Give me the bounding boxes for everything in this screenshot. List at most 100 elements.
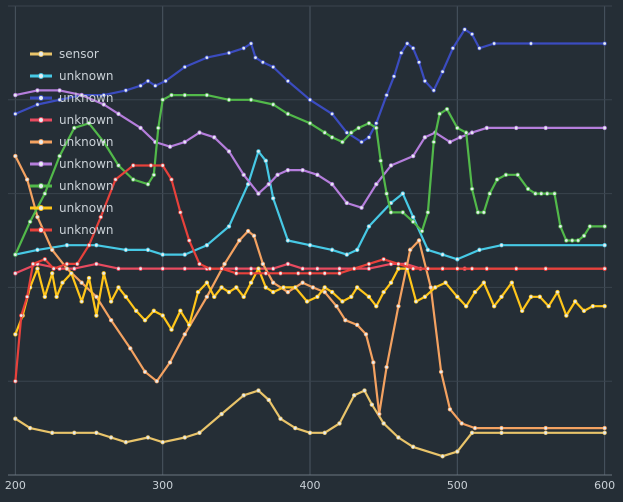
data-point [543,430,548,435]
data-point [558,224,563,229]
legend[interactable]: sensor unknown unknown unknown unknown unknow… [30,47,114,237]
data-point [13,332,18,337]
data-point [49,271,55,276]
data-point [300,266,305,271]
data-point [455,125,460,131]
data-point [248,271,254,276]
legend-label: unknown [59,201,114,215]
data-point [266,182,271,187]
data-point [35,247,40,253]
data-point [431,88,436,93]
data-point [226,149,232,154]
legend-marker [38,139,44,145]
data-point [400,210,406,215]
data-point [108,318,114,323]
data-point [57,153,62,159]
data-point [491,303,497,309]
data-point [366,294,372,299]
data-point [57,97,62,102]
data-point [226,224,232,229]
data-point [270,196,276,201]
data-point [160,313,165,318]
data-point [440,252,445,257]
data-point [13,271,18,276]
data-point [469,430,475,435]
data-point [371,360,376,365]
data-point [49,430,55,435]
data-point [310,285,316,290]
data-point [169,177,174,182]
data-point [219,411,224,417]
data-point [72,266,77,271]
data-point [384,191,389,196]
data-point [307,271,313,276]
data-point [281,285,286,290]
legend-item[interactable]: unknown [30,113,114,127]
legend-marker [38,205,44,211]
data-point [101,102,106,107]
data-point [13,153,18,159]
data-point [13,111,18,117]
data-point [182,332,187,337]
data-point [108,435,114,440]
data-point [410,444,416,450]
data-point [94,261,99,267]
legend-item[interactable]: unknown [30,223,114,237]
legend-item[interactable]: unknown [30,201,114,215]
data-point [472,425,478,431]
data-point [285,167,291,173]
data-point [145,78,151,84]
data-point [366,266,372,271]
data-point [469,266,475,271]
data-point [307,242,313,248]
data-point [315,294,320,299]
data-point [422,135,428,140]
data-point [499,294,504,299]
data-point [204,92,210,98]
data-point [533,191,538,196]
data-point [463,130,469,135]
data-point [322,289,327,295]
data-point [487,191,492,196]
data-point [519,308,525,314]
data-point [344,130,350,135]
legend-item[interactable]: sensor [30,47,99,61]
data-point [359,205,364,210]
data-point [515,172,520,178]
data-point [248,266,254,271]
data-point [425,266,431,271]
data-point [329,182,335,187]
legend-label: unknown [59,223,114,237]
data-point [212,294,217,299]
legend-item[interactable]: unknown [30,91,114,105]
x-tick-label: 400 [300,479,321,492]
data-point [552,191,557,196]
data-point [151,308,157,314]
data-point [94,294,99,299]
data-point [419,228,425,234]
data-point [459,421,464,426]
data-point [602,430,607,435]
data-point [570,238,575,243]
x-tick-label: 600 [594,479,615,492]
data-point [340,139,345,145]
legend-item[interactable]: unknown [30,179,114,193]
data-point [329,247,335,253]
legend-item[interactable]: unknown [30,69,114,83]
data-point [416,238,422,243]
data-point [322,271,327,276]
data-point [481,210,487,215]
data-point [101,139,106,145]
data-point [388,210,394,215]
data-point [581,233,587,239]
data-point [587,224,593,229]
data-point [410,153,416,159]
data-point [400,191,406,196]
data-point [539,191,544,196]
data-point [509,280,515,285]
legend-item[interactable]: unknown [30,135,114,149]
legend-item[interactable]: unknown [30,157,114,171]
data-point [410,266,416,271]
data-point [256,388,261,393]
